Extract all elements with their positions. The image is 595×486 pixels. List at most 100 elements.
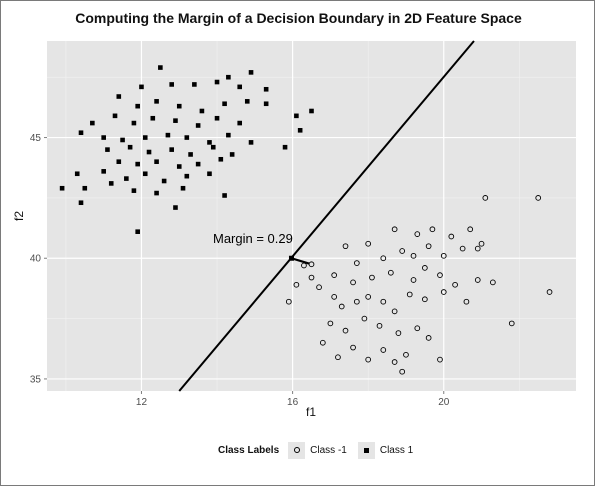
legend-label-class-pos: Class 1 bbox=[379, 444, 414, 456]
point-class-neg bbox=[353, 298, 360, 305]
point-class-neg bbox=[459, 245, 466, 252]
point-class-pos bbox=[108, 181, 114, 186]
point-class-pos bbox=[237, 84, 243, 90]
point-class-pos bbox=[131, 188, 137, 193]
point-class-pos bbox=[188, 152, 193, 157]
point-class-neg bbox=[335, 354, 341, 361]
margin-label: Margin = 0.29 bbox=[213, 231, 293, 246]
margin-endpoint-pos bbox=[288, 255, 294, 261]
point-class-pos bbox=[78, 130, 84, 136]
point-class-pos bbox=[169, 147, 174, 152]
point-class-neg bbox=[369, 274, 375, 281]
point-class-neg bbox=[319, 339, 326, 346]
point-class-pos bbox=[244, 99, 250, 104]
point-class-pos bbox=[146, 149, 152, 155]
point-class-neg bbox=[490, 279, 496, 286]
plot-panel bbox=[47, 41, 576, 391]
point-class-pos bbox=[90, 120, 95, 126]
point-class-neg bbox=[474, 277, 481, 283]
point-class-pos bbox=[180, 185, 186, 191]
point-class-pos bbox=[184, 173, 190, 179]
point-class-pos bbox=[297, 128, 303, 133]
point-class-pos bbox=[105, 147, 110, 152]
point-class-neg bbox=[327, 320, 334, 327]
point-class-pos bbox=[112, 113, 118, 119]
point-class-neg bbox=[388, 269, 394, 276]
point-class-pos bbox=[263, 101, 269, 107]
point-class-pos bbox=[124, 176, 129, 181]
x-axis-title: f1 bbox=[306, 405, 316, 419]
point-class-neg bbox=[403, 351, 409, 358]
point-class-pos bbox=[150, 115, 156, 121]
point-class-pos bbox=[309, 108, 314, 114]
legend-title: Class Labels bbox=[218, 444, 280, 456]
point-class-pos bbox=[218, 156, 224, 162]
point-class-pos bbox=[173, 205, 178, 210]
margin-group: Margin = 0.29 bbox=[213, 231, 315, 268]
point-class-neg bbox=[361, 315, 368, 322]
point-class-neg bbox=[429, 226, 436, 233]
point-class-neg bbox=[285, 298, 292, 305]
point-class-neg bbox=[422, 296, 428, 303]
point-class-pos bbox=[184, 135, 190, 140]
point-class-neg bbox=[452, 281, 458, 288]
point-class-neg bbox=[414, 231, 421, 237]
point-class-pos bbox=[263, 86, 269, 92]
point-class-neg bbox=[410, 277, 417, 283]
point-class-neg bbox=[399, 248, 406, 254]
point-class-pos bbox=[199, 108, 205, 114]
legend-label-class-neg: Class -1 bbox=[310, 444, 347, 456]
point-class-pos bbox=[173, 118, 178, 123]
decision-boundary-group bbox=[178, 40, 475, 392]
point-class-pos bbox=[207, 140, 212, 145]
legend-key-class-pos bbox=[356, 440, 376, 460]
point-class-pos bbox=[154, 99, 159, 104]
point-class-neg bbox=[342, 243, 349, 250]
point-class-neg bbox=[365, 294, 372, 300]
decision-boundary-line bbox=[178, 40, 475, 392]
point-class-pos bbox=[222, 193, 227, 198]
point-class-pos bbox=[237, 120, 243, 126]
point-class-pos bbox=[135, 103, 140, 109]
point-class-pos bbox=[210, 144, 216, 150]
x-tick-label: 12 bbox=[136, 397, 148, 408]
point-class-neg bbox=[474, 245, 481, 252]
point-class-pos bbox=[135, 161, 140, 167]
point-class-neg bbox=[406, 291, 413, 298]
point-class-neg bbox=[391, 226, 398, 233]
point-class-pos bbox=[161, 178, 167, 184]
point-class-neg bbox=[437, 356, 443, 363]
point-class-neg bbox=[331, 272, 338, 278]
point-class-pos bbox=[282, 144, 288, 150]
point-class-neg bbox=[508, 320, 515, 327]
point-class-neg bbox=[440, 289, 447, 295]
point-class-pos bbox=[142, 135, 148, 140]
point-class-pos bbox=[131, 120, 137, 126]
point-class-pos bbox=[248, 140, 254, 145]
point-class-neg bbox=[422, 265, 428, 271]
point-class-neg bbox=[395, 330, 402, 336]
grid-lines bbox=[47, 41, 576, 391]
point-class-neg bbox=[350, 344, 356, 351]
point-class-pos bbox=[135, 229, 140, 234]
point-class-neg bbox=[391, 359, 398, 365]
point-class-neg bbox=[376, 322, 383, 329]
point-class-neg bbox=[410, 252, 417, 259]
y-axis-title: f2 bbox=[12, 211, 26, 221]
legend: Class Labels Class -1 Class 1 bbox=[218, 440, 423, 460]
plot-area: 12 16 20 35 40 45 Margin = 0.29 f1 f2 bbox=[12, 40, 576, 419]
point-class-pos bbox=[222, 101, 227, 107]
x-tick-label: 16 bbox=[287, 397, 299, 408]
point-class-pos bbox=[154, 190, 159, 196]
point-class-pos bbox=[139, 84, 144, 90]
point-class-pos bbox=[154, 159, 159, 164]
point-class-pos bbox=[120, 137, 125, 143]
point-class-neg bbox=[399, 368, 406, 375]
point-class-pos bbox=[78, 200, 84, 206]
point-class-pos bbox=[176, 164, 182, 169]
point-class-neg bbox=[380, 347, 387, 353]
point-class-neg bbox=[414, 325, 421, 332]
point-class-pos bbox=[142, 171, 148, 177]
point-class-pos bbox=[248, 70, 254, 75]
point-class-pos bbox=[101, 135, 106, 140]
